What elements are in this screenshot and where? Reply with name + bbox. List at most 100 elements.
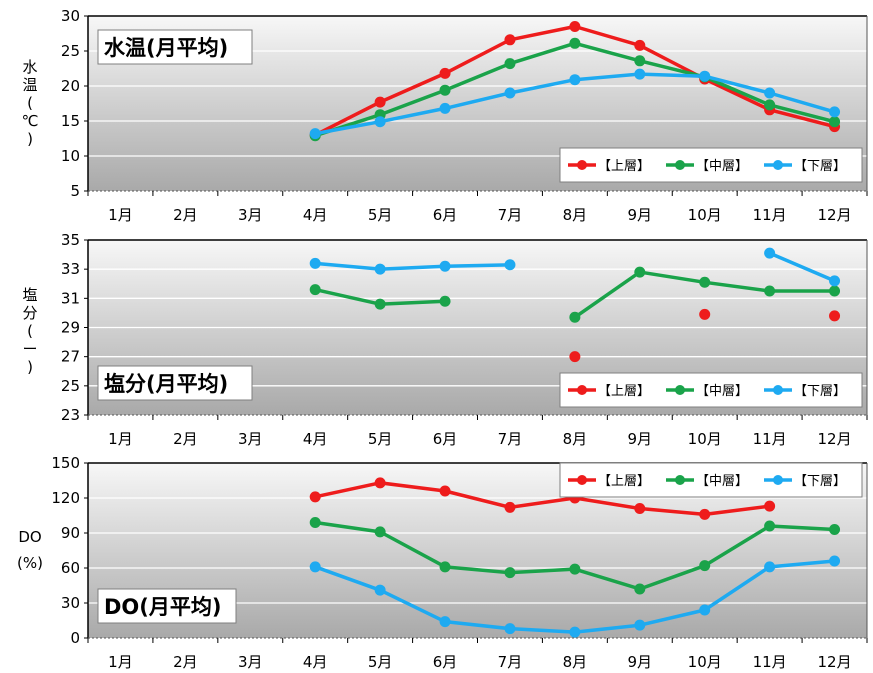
y-tick-label: 90 (61, 524, 80, 542)
y-axis-label-part: ℃ (22, 112, 39, 130)
data-point (569, 37, 581, 49)
legend-marker (773, 475, 783, 485)
data-point (569, 311, 581, 323)
y-tick-label: 0 (70, 629, 80, 647)
x-tick-label-6: 6月 (433, 206, 458, 224)
data-point (634, 583, 646, 595)
data-point (309, 284, 321, 296)
data-point (309, 561, 321, 573)
y-tick-label: 35 (61, 231, 80, 249)
legend-marker (577, 160, 587, 170)
y-axis-label-part: ( (27, 94, 33, 112)
x-tick-label-4: 4月 (303, 430, 328, 448)
data-point (634, 39, 646, 51)
y-axis-label-part: 塩 (22, 286, 37, 304)
data-point (699, 276, 711, 288)
y-tick-label: 30 (61, 594, 80, 612)
legend-box (559, 147, 863, 183)
data-point (309, 491, 321, 503)
y-tick-label: 30 (61, 7, 80, 25)
y-tick-label: 23 (61, 406, 80, 424)
legend-marker (773, 160, 783, 170)
data-point (634, 266, 646, 278)
x-tick-label-1: 1月 (108, 430, 133, 448)
series-3 (309, 68, 841, 140)
x-tick-label-3: 3月 (238, 206, 263, 224)
chart-title-box (97, 588, 237, 624)
x-tick-label-8: 8月 (563, 206, 588, 224)
data-point (374, 298, 386, 310)
legend-label: 【下層】 (794, 474, 846, 489)
x-tick-label-9: 9月 (628, 430, 653, 448)
legend: 【上層】 【中層】 【下層】 (559, 372, 863, 408)
data-point (569, 626, 581, 638)
data-point (439, 260, 451, 272)
x-tick-label-7: 7月 (498, 206, 523, 224)
x-tick-label-9: 9月 (628, 653, 653, 671)
series-3 (309, 247, 841, 287)
x-tick-label-12: 12月 (817, 653, 851, 671)
data-point (439, 102, 451, 114)
data-point (764, 500, 776, 512)
x-tick-label-6: 6月 (433, 430, 458, 448)
x-tick-label-5: 5月 (368, 653, 393, 671)
data-point (374, 116, 386, 128)
x-tick-label-11: 11月 (753, 206, 787, 224)
data-point (699, 604, 711, 616)
series-line (767, 251, 837, 283)
data-point (439, 485, 451, 497)
legend: 【上層】 【中層】 【下層】 (559, 462, 863, 498)
x-tick-label-7: 7月 (498, 430, 523, 448)
data-point (309, 257, 321, 269)
data-point (569, 351, 581, 363)
data-point (504, 623, 516, 635)
y-tick-label: 15 (61, 112, 80, 130)
x-tick-label-10: 10月 (688, 430, 722, 448)
data-point (764, 561, 776, 573)
data-point (504, 567, 516, 579)
data-point (829, 524, 841, 535)
x-tick-label-3: 3月 (238, 653, 263, 671)
legend-label: 【中層】 (696, 474, 748, 489)
data-point (634, 68, 646, 80)
y-axis-label-part: ー (22, 340, 37, 358)
data-point (309, 517, 321, 528)
x-tick-label-12: 12月 (817, 430, 851, 448)
data-point (569, 563, 581, 575)
data-point (504, 58, 516, 70)
series-1 (569, 308, 841, 363)
data-point (829, 310, 841, 322)
x-tick-label-11: 11月 (753, 430, 787, 448)
series-line (313, 481, 772, 517)
y-tick-label: 5 (70, 182, 80, 200)
legend-marker (773, 385, 783, 395)
data-point (439, 295, 451, 307)
data-point (374, 584, 386, 596)
chart-title: 水温(月平均) (104, 36, 228, 60)
chart-title-box (97, 29, 253, 65)
data-point (439, 616, 451, 628)
y-tick-label: 10 (61, 147, 80, 165)
y-axis-label-part: ) (27, 358, 33, 376)
x-tick-label-2: 2月 (173, 206, 198, 224)
x-tick-label-11: 11月 (753, 653, 787, 671)
data-point (699, 308, 711, 320)
y-axis-label-part: ( (27, 322, 33, 340)
data-point (829, 275, 841, 287)
data-point (829, 285, 841, 297)
legend-label: 【中層】 (696, 384, 748, 399)
x-tick-label-2: 2月 (173, 653, 198, 671)
series-line (313, 261, 512, 271)
data-point (309, 128, 321, 140)
data-point (504, 34, 516, 46)
y-tick-label: 27 (61, 348, 80, 366)
data-point (439, 67, 451, 79)
x-tick-label-4: 4月 (303, 653, 328, 671)
data-point (504, 259, 516, 271)
data-point (374, 477, 386, 489)
data-point (764, 520, 776, 532)
x-tick-label-3: 3月 (238, 430, 263, 448)
chart-panel-2: 23 25 27 29 31 33 35 1月 2月 3月 4月 5月 6月 7月 8月 9月 10月 11月 12… (22, 231, 868, 448)
series-1 (309, 477, 776, 520)
